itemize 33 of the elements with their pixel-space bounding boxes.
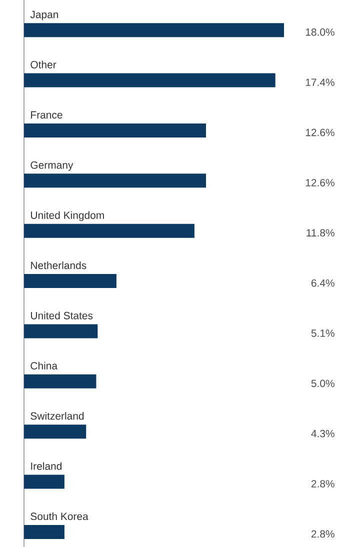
- data-label: 4.3%: [311, 430, 334, 438]
- y-tick-label: United Kingdom: [31, 211, 104, 222]
- bar: [24, 73, 276, 88]
- y-tick-label: South Korea: [30, 512, 88, 520]
- y-tick-label: Netherlands: [31, 261, 86, 270]
- data-label: 12.6%: [306, 128, 334, 136]
- bar: [24, 474, 64, 489]
- y-tick-label: Other: [30, 60, 56, 68]
- data-label: 6.4%: [311, 279, 334, 287]
- bar: [24, 224, 194, 238]
- data-label: 5.0%: [311, 380, 334, 388]
- y-tick-label: China: [30, 362, 58, 370]
- bar: [24, 324, 98, 338]
- data-label: 18.0%: [306, 28, 334, 36]
- data-label: 2.8%: [311, 480, 334, 488]
- bar: [24, 123, 206, 138]
- data-label: 11.8%: [306, 229, 334, 237]
- bar: [24, 23, 284, 38]
- y-tick-label: Japan: [30, 10, 58, 20]
- y-tick-label: France: [31, 111, 62, 119]
- data-label: 5.1%: [311, 330, 334, 337]
- y-tick-label: Switzerland: [30, 412, 84, 420]
- bar: [24, 374, 96, 388]
- data-label: 17.4%: [306, 78, 334, 86]
- bar: [24, 274, 116, 288]
- y-tick-label: Ireland: [31, 462, 62, 470]
- y-tick-label: United States: [31, 312, 93, 320]
- bar: [24, 174, 206, 188]
- data-label: 2.8%: [311, 530, 334, 538]
- y-tick-label: Germany: [30, 161, 74, 171]
- data-label: 12.6%: [306, 178, 334, 186]
- bar: [24, 524, 64, 539]
- bar: [24, 424, 86, 439]
